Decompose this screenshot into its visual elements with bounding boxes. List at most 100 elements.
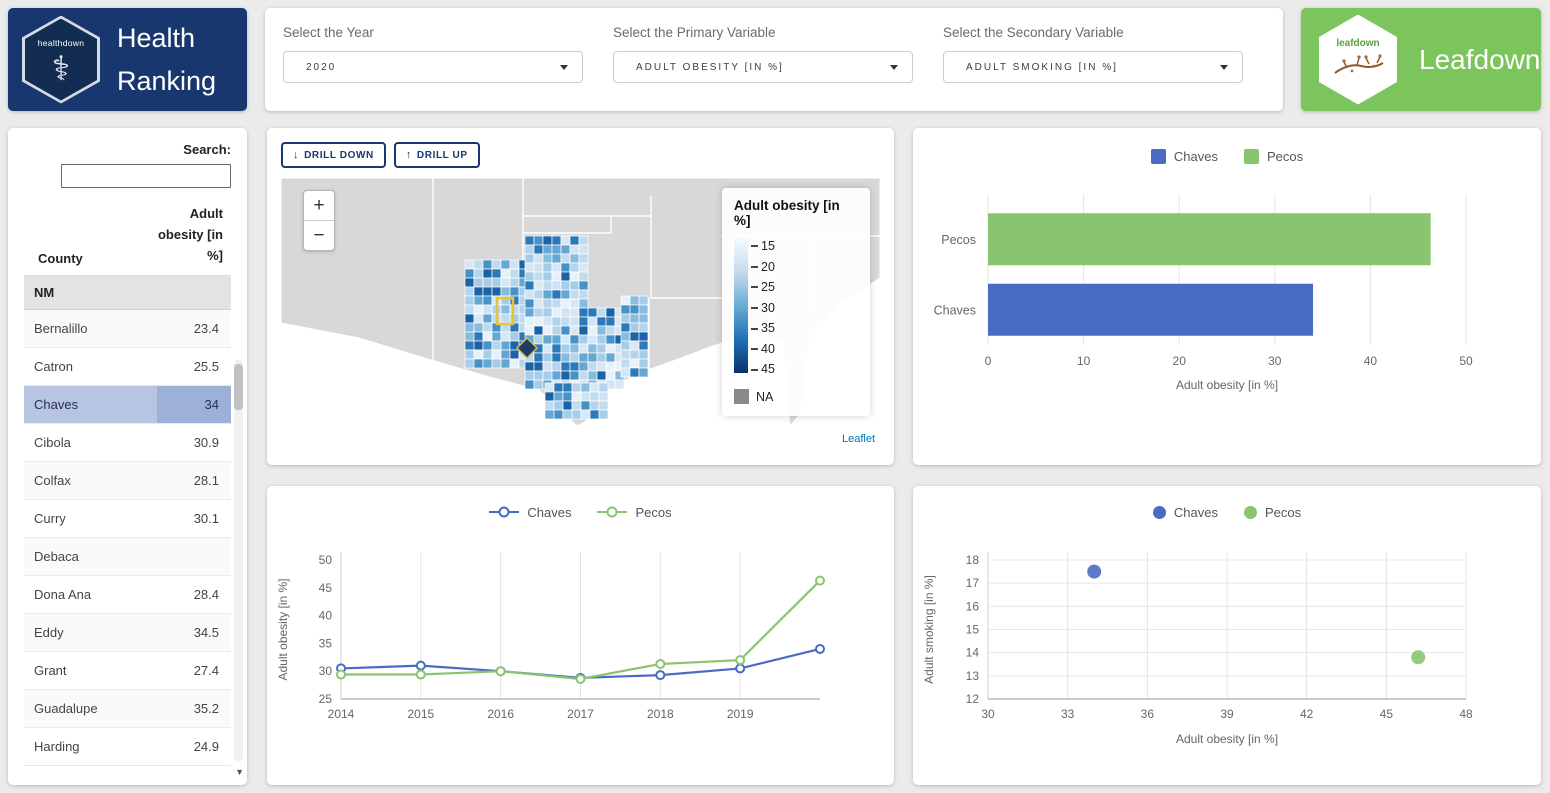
county-choropleth-layer[interactable]: [464, 235, 649, 420]
legend-item-pecos[interactable]: Pecos: [1243, 505, 1301, 520]
legend-swatch: [1150, 148, 1166, 164]
legend-swatch: [1243, 148, 1259, 164]
table-row[interactable]: Debaca: [24, 538, 231, 577]
table-row[interactable]: Grant 27.4: [24, 652, 231, 691]
map-buttons: ↓ DRILL DOWN ↑ DRILL UP: [281, 142, 880, 168]
table-row[interactable]: Cibola 30.9: [24, 424, 231, 463]
svg-text:45: 45: [319, 581, 333, 595]
svg-text:2019: 2019: [727, 707, 754, 721]
search-input[interactable]: [61, 164, 231, 188]
svg-text:33: 33: [1061, 707, 1075, 721]
scatter-chart-panel: Chaves Pecos 12 13 14 15 16 17 18 30 33 36 39 42 45 48…: [913, 486, 1541, 785]
county-value: 35.2: [193, 701, 219, 717]
table-row[interactable]: Dona Ana 28.4: [24, 576, 231, 615]
svg-text:50: 50: [319, 553, 333, 567]
year-select[interactable]: 2020: [283, 51, 583, 83]
na-label: NA: [756, 389, 774, 404]
svg-text:40: 40: [319, 609, 333, 623]
chevron-down-icon: [890, 65, 898, 70]
leafdown-brand: leafdown Leafdown: [1301, 8, 1541, 111]
primary-variable-select[interactable]: ADULT OBESITY [IN %]: [613, 51, 913, 83]
choropleth-map[interactable]: + − Adult obesity [in %] 15 20 25 30 35 40 45 …: [281, 178, 880, 446]
legend-tick: 15: [751, 240, 775, 253]
svg-text:Adult obesity [in %]: Adult obesity [in %]: [1176, 732, 1278, 746]
app-title-line2: Ranking: [117, 65, 217, 96]
legend-label: Pecos: [1266, 148, 1304, 164]
scatter-chart[interactable]: 12 13 14 15 16 17 18 30 33 36 39 42 45 48 Adult obesit…: [913, 530, 1541, 783]
map-legend-ticks: 15 20 25 30 35 40 45: [751, 237, 775, 379]
color-gradient-bar: [734, 237, 748, 373]
svg-text:50: 50: [1459, 354, 1473, 368]
drill-up-button[interactable]: ↑ DRILL UP: [393, 142, 480, 168]
table-row[interactable]: Catron 25.5: [24, 348, 231, 387]
selected-county-pecos-marker[interactable]: [515, 336, 539, 360]
table-row[interactable]: Harding 24.9: [24, 728, 231, 767]
scrollbar-down-arrow-icon[interactable]: ▼: [235, 767, 244, 777]
svg-text:15: 15: [966, 623, 980, 637]
svg-text:35: 35: [319, 636, 333, 650]
table-header[interactable]: County Adult obesity [in %]: [24, 204, 231, 277]
leaflet-attribution[interactable]: Leaflet: [836, 432, 880, 446]
bar-chart-panel: Chaves Pecos 0 10 20 30 40 50 Pecos Chaves Adult …: [913, 128, 1541, 465]
county-value: 30.1: [193, 511, 219, 527]
leafdown-title: Leafdown: [1419, 43, 1541, 75]
svg-text:30: 30: [319, 664, 333, 678]
legend-item-pecos[interactable]: Pecos: [1243, 148, 1304, 164]
search-label: Search:: [183, 142, 231, 157]
county-name: Catron: [34, 359, 74, 375]
highlighted-county-chaves[interactable]: [495, 296, 515, 326]
table-row[interactable]: Colfax 28.1: [24, 462, 231, 501]
legend-item-chaves[interactable]: Chaves: [489, 505, 571, 520]
legend-label: Chaves: [527, 504, 572, 520]
bar-chart-legend: Chaves Pecos: [913, 138, 1541, 174]
secondary-variable-select[interactable]: ADULT SMOKING [IN %]: [943, 51, 1243, 83]
table-row[interactable]: Guadalupe 35.2: [24, 690, 231, 729]
table-row[interactable]: Bernalillo 23.4: [24, 310, 231, 349]
county-name: Curry: [34, 511, 66, 527]
svg-text:Adult obesity [in %]: Adult obesity [in %]: [1176, 378, 1278, 392]
scrollbar-track[interactable]: [234, 360, 243, 761]
svg-text:42: 42: [1300, 707, 1314, 721]
secondary-variable-label: Select the Secondary Variable: [943, 25, 1124, 40]
scrollbar-thumb[interactable]: [234, 364, 243, 410]
county-value: 30.9: [193, 435, 219, 451]
legend-item-chaves[interactable]: Chaves: [1152, 505, 1218, 520]
table-row[interactable]: Eddy 34.5: [24, 614, 231, 653]
legend-item-pecos[interactable]: Pecos: [597, 504, 672, 520]
svg-text:14: 14: [966, 646, 980, 660]
leafdown-logo: leafdown: [1319, 14, 1397, 105]
legend-item-chaves[interactable]: Chaves: [1150, 148, 1218, 164]
legend-tick: 35: [751, 322, 775, 335]
county-value: 34: [157, 386, 231, 424]
zoom-out-button[interactable]: −: [313, 224, 325, 246]
drill-up-label: DRILL UP: [416, 149, 468, 161]
svg-text:48: 48: [1459, 707, 1473, 721]
column-header-value[interactable]: Adult obesity [in %]: [157, 206, 223, 263]
svg-text:Chaves: Chaves: [934, 303, 976, 317]
legend-label: Pecos: [635, 504, 672, 520]
county-name: Harding: [34, 739, 80, 755]
caduceus-icon: ⚕: [51, 48, 71, 89]
table-row[interactable]: Chaves 34: [24, 386, 231, 425]
map-panel: ↓ DRILL DOWN ↑ DRILL UP +: [267, 128, 894, 465]
health-ranking-brand: healthdown ⚕ Health Ranking: [8, 8, 247, 111]
county-value: 28.4: [193, 587, 219, 603]
county-value: 27.4: [193, 663, 219, 679]
drill-down-button[interactable]: ↓ DRILL DOWN: [281, 142, 386, 168]
column-header-county[interactable]: County: [38, 251, 83, 267]
line-chart-legend: Chaves Pecos: [267, 494, 894, 530]
svg-text:10: 10: [1077, 354, 1091, 368]
primary-variable-label: Select the Primary Variable: [613, 25, 776, 40]
map-zoom-control: + −: [303, 190, 335, 251]
svg-text:30: 30: [981, 707, 995, 721]
county-name: Debaca: [34, 549, 79, 565]
svg-text:39: 39: [1220, 707, 1234, 721]
line-chart[interactable]: 2014 2015 2016 2017 2018 2019 25 30 35 40 45 50 Adul…: [267, 530, 894, 783]
bar-chart[interactable]: 0 10 20 30 40 50 Pecos Chaves Adult obesity [in …: [913, 174, 1541, 459]
svg-text:13: 13: [966, 669, 980, 683]
legend-tick: 45: [751, 363, 775, 376]
zoom-in-button[interactable]: +: [304, 191, 334, 221]
county-value: 24.9: [193, 739, 219, 755]
table-row[interactable]: Curry 30.1: [24, 500, 231, 539]
healthdown-logo-text: healthdown: [37, 37, 85, 48]
